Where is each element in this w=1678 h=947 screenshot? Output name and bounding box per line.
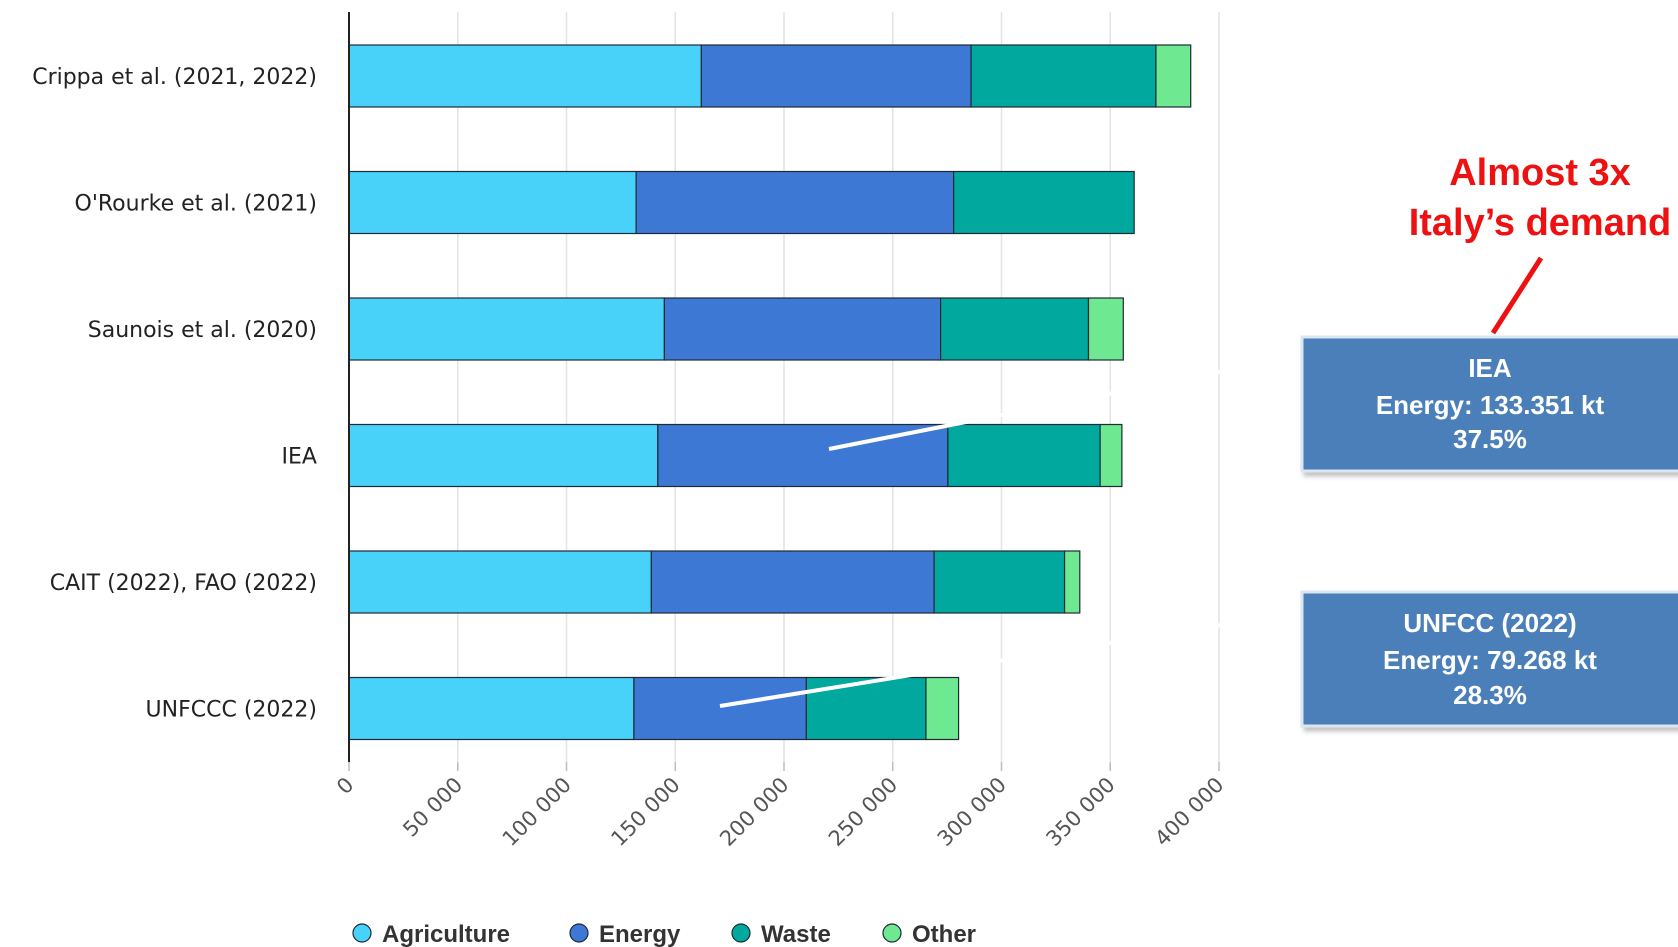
x-tick-label: 250 000 bbox=[824, 773, 902, 851]
bar-waste bbox=[953, 170, 1135, 235]
unfccc-callout-title: UNFCC (2022) bbox=[1403, 608, 1576, 638]
iea-pointer-line bbox=[828, 360, 1271, 451]
bar-agriculture bbox=[348, 676, 635, 741]
legend-marker-energy bbox=[569, 923, 589, 943]
unfccc-callout-box bbox=[1300, 590, 1678, 728]
bar-other bbox=[1155, 44, 1192, 108]
headline-line-1: Almost 3x bbox=[1449, 152, 1631, 194]
x-tick-label: 0 bbox=[332, 773, 358, 799]
x-tick-label: 300 000 bbox=[933, 773, 1011, 851]
unfccc-pointer-line bbox=[719, 615, 1271, 708]
iea-callout-title: IEA bbox=[1468, 353, 1512, 383]
bars bbox=[348, 44, 1192, 741]
bar-energy bbox=[663, 297, 942, 361]
bar-agriculture bbox=[348, 550, 652, 614]
unfccc-callout-share: 28.3% bbox=[1453, 680, 1527, 710]
bar-other bbox=[1063, 550, 1081, 614]
bar-other bbox=[925, 676, 960, 741]
category-label: O'Rourke et al. (2021) bbox=[75, 192, 317, 217]
bar-agriculture bbox=[348, 44, 702, 108]
bar-other bbox=[1099, 423, 1123, 488]
bar-energy bbox=[700, 44, 972, 108]
category-label: CAIT (2022), FAO (2022) bbox=[50, 571, 317, 596]
iea-callout-energy: Energy: 133.351 kt bbox=[1376, 390, 1605, 420]
unfccc-callout: UNFCC (2022) Energy: 79.268 kt 28.3% bbox=[1300, 590, 1678, 728]
x-tick-label: 100 000 bbox=[498, 773, 576, 851]
legend-label-other: Other bbox=[912, 921, 976, 947]
bar-waste bbox=[970, 44, 1157, 108]
bar-waste bbox=[939, 297, 1090, 361]
bar-agriculture bbox=[348, 423, 659, 488]
x-tick-label: 150 000 bbox=[606, 773, 684, 851]
category-label: UNFCCC (2022) bbox=[146, 698, 317, 723]
iea-callout-box bbox=[1300, 335, 1678, 473]
category-label: Crippa et al. (2021, 2022) bbox=[32, 65, 317, 90]
x-tick-label: 400 000 bbox=[1150, 773, 1228, 851]
bar-waste bbox=[947, 423, 1101, 488]
bar-agriculture bbox=[348, 170, 637, 235]
category-label: Saunois et al. (2020) bbox=[88, 318, 317, 343]
bar-agriculture bbox=[348, 297, 665, 361]
bar-energy bbox=[650, 550, 935, 614]
bar-energy bbox=[635, 170, 955, 235]
headline-line-2: Italy’s demand bbox=[1409, 202, 1672, 244]
x-tick-label: 50 000 bbox=[398, 773, 467, 842]
gridlines bbox=[457, 12, 1220, 762]
bar-energy bbox=[633, 676, 807, 741]
legend-marker-other bbox=[882, 923, 902, 943]
iea-callout-share: 37.5% bbox=[1453, 424, 1527, 454]
iea-callout: IEA Energy: 133.351 kt 37.5% bbox=[1300, 335, 1678, 473]
x-tick-label: 200 000 bbox=[715, 773, 793, 851]
legend-label-agriculture: Agriculture bbox=[382, 921, 510, 947]
legend-marker-agriculture bbox=[352, 923, 372, 943]
category-label: IEA bbox=[282, 445, 317, 470]
legend: Agriculture Energy Waste Other bbox=[352, 921, 976, 947]
bar-waste bbox=[933, 550, 1066, 614]
legend-label-waste: Waste bbox=[761, 921, 831, 947]
unfccc-callout-energy: Energy: 79.268 kt bbox=[1383, 645, 1597, 675]
headline-pointer-line bbox=[1490, 256, 1544, 335]
bar-waste bbox=[805, 676, 927, 741]
annotation-group: IEA Energy: 133.351 kt 37.5% UNFCC (2022… bbox=[719, 152, 1678, 728]
legend-label-energy: Energy bbox=[599, 921, 681, 947]
x-tick-label: 350 000 bbox=[1041, 773, 1119, 851]
bar-other bbox=[1087, 297, 1124, 361]
legend-marker-waste bbox=[731, 923, 751, 943]
